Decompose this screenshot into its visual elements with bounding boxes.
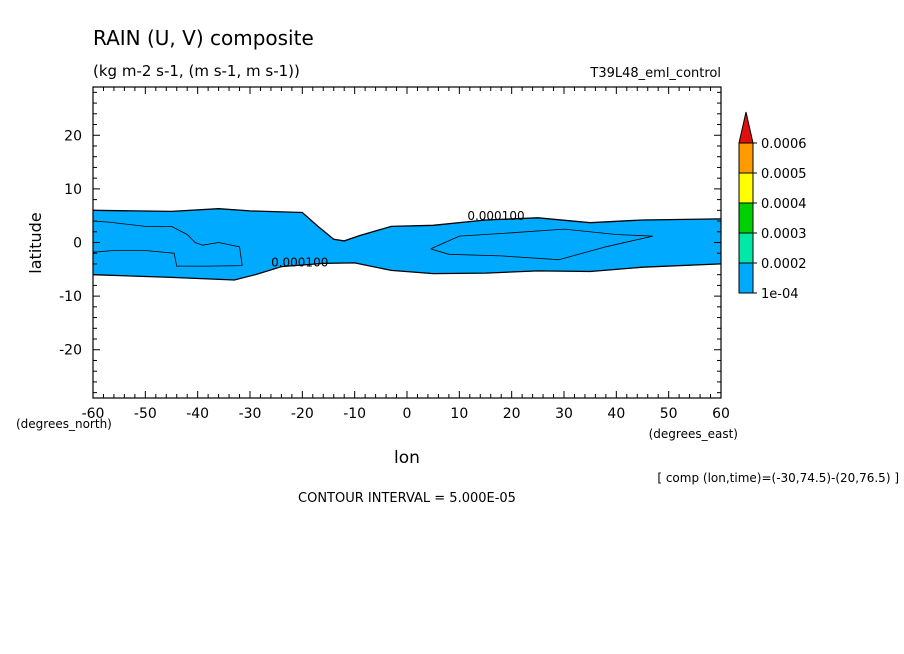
- contour-line-2: [430, 228, 654, 261]
- x-axis-label: lon: [394, 448, 420, 468]
- contour-labels: 0.000100 0.000100: [271, 209, 525, 270]
- colorbar-swatch: [738, 232, 754, 264]
- colorbar: 0.0006 0.0005 0.0004 0.0003 0.0002 1e-04: [738, 111, 807, 302]
- colorbar-level-label: 0.0006: [761, 137, 807, 152]
- chart-title: RAIN (U, V) composite: [93, 26, 314, 50]
- x-tick-label: -60: [82, 406, 105, 422]
- x-tick-label: 50: [660, 406, 678, 422]
- contour-edge-north: [92, 208, 722, 242]
- colorbar-level-label: 0.0005: [761, 167, 807, 182]
- filled-region-1e-04: [93, 208, 721, 280]
- x-tick-label: -20: [291, 406, 314, 422]
- colorbar-level-label: 0.0003: [761, 227, 807, 242]
- comp-note: [ comp (lon,time)=(-30,74.5)-(20,76.5) ]: [657, 471, 899, 485]
- contour-edge-south: [92, 262, 722, 281]
- colorbar-swatch: [738, 142, 754, 174]
- filled-contour-region: [92, 208, 722, 281]
- y-tick-label: 20: [64, 128, 82, 144]
- y-tick-label: 10: [64, 182, 82, 198]
- colorbar-arrow: [738, 111, 754, 144]
- x-tick-label: -40: [186, 406, 209, 422]
- colorbar-level-label: 0.0002: [761, 257, 807, 272]
- chart-subtitle: (kg m-2 s-1, (m s-1, m s-1)): [93, 62, 300, 80]
- y-tick-label: -20: [59, 343, 82, 359]
- contour-lines: [92, 220, 654, 267]
- x-tick-label: 40: [607, 406, 625, 422]
- contour-interval-label: CONTOUR INTERVAL = 5.000E-05: [298, 491, 516, 506]
- colorbar-swatch: [738, 202, 754, 234]
- y-units-label: (degrees_north): [16, 417, 112, 431]
- x-tick-label: -10: [343, 406, 366, 422]
- x-tick-label: 10: [450, 406, 468, 422]
- y-tick-label: 0: [73, 236, 82, 252]
- x-tick-label: 60: [712, 406, 730, 422]
- y-tick-label: -10: [59, 289, 82, 305]
- x-tick-label: -50: [134, 406, 157, 422]
- y-tick-labels: 20 10 0 -10 -20: [59, 128, 82, 358]
- x-tick-label: -30: [239, 406, 262, 422]
- colorbar-level-label: 1e-04: [761, 287, 799, 302]
- x-units-label: (degrees_east): [649, 427, 738, 441]
- colorbar-swatch: [738, 262, 754, 294]
- colorbar-swatch: [738, 172, 754, 204]
- colorbar-level-label: 0.0004: [761, 197, 807, 212]
- y-axis-label: latitude: [26, 212, 45, 273]
- contour-label-1: 0.000100: [467, 209, 524, 223]
- x-tick-label: 20: [503, 406, 521, 422]
- contour-label-2: 0.000100: [271, 256, 328, 270]
- axis-ticks: [92, 87, 722, 398]
- contour-line-1: [92, 220, 243, 267]
- x-tick-labels: -60 -50 -40 -30 -20 -10 0 10 20 30 40 50 60: [82, 406, 730, 422]
- x-tick-label: 30: [555, 406, 573, 422]
- dataset-label: T39L48_eml_control: [589, 66, 721, 81]
- x-tick-label: 0: [403, 406, 412, 422]
